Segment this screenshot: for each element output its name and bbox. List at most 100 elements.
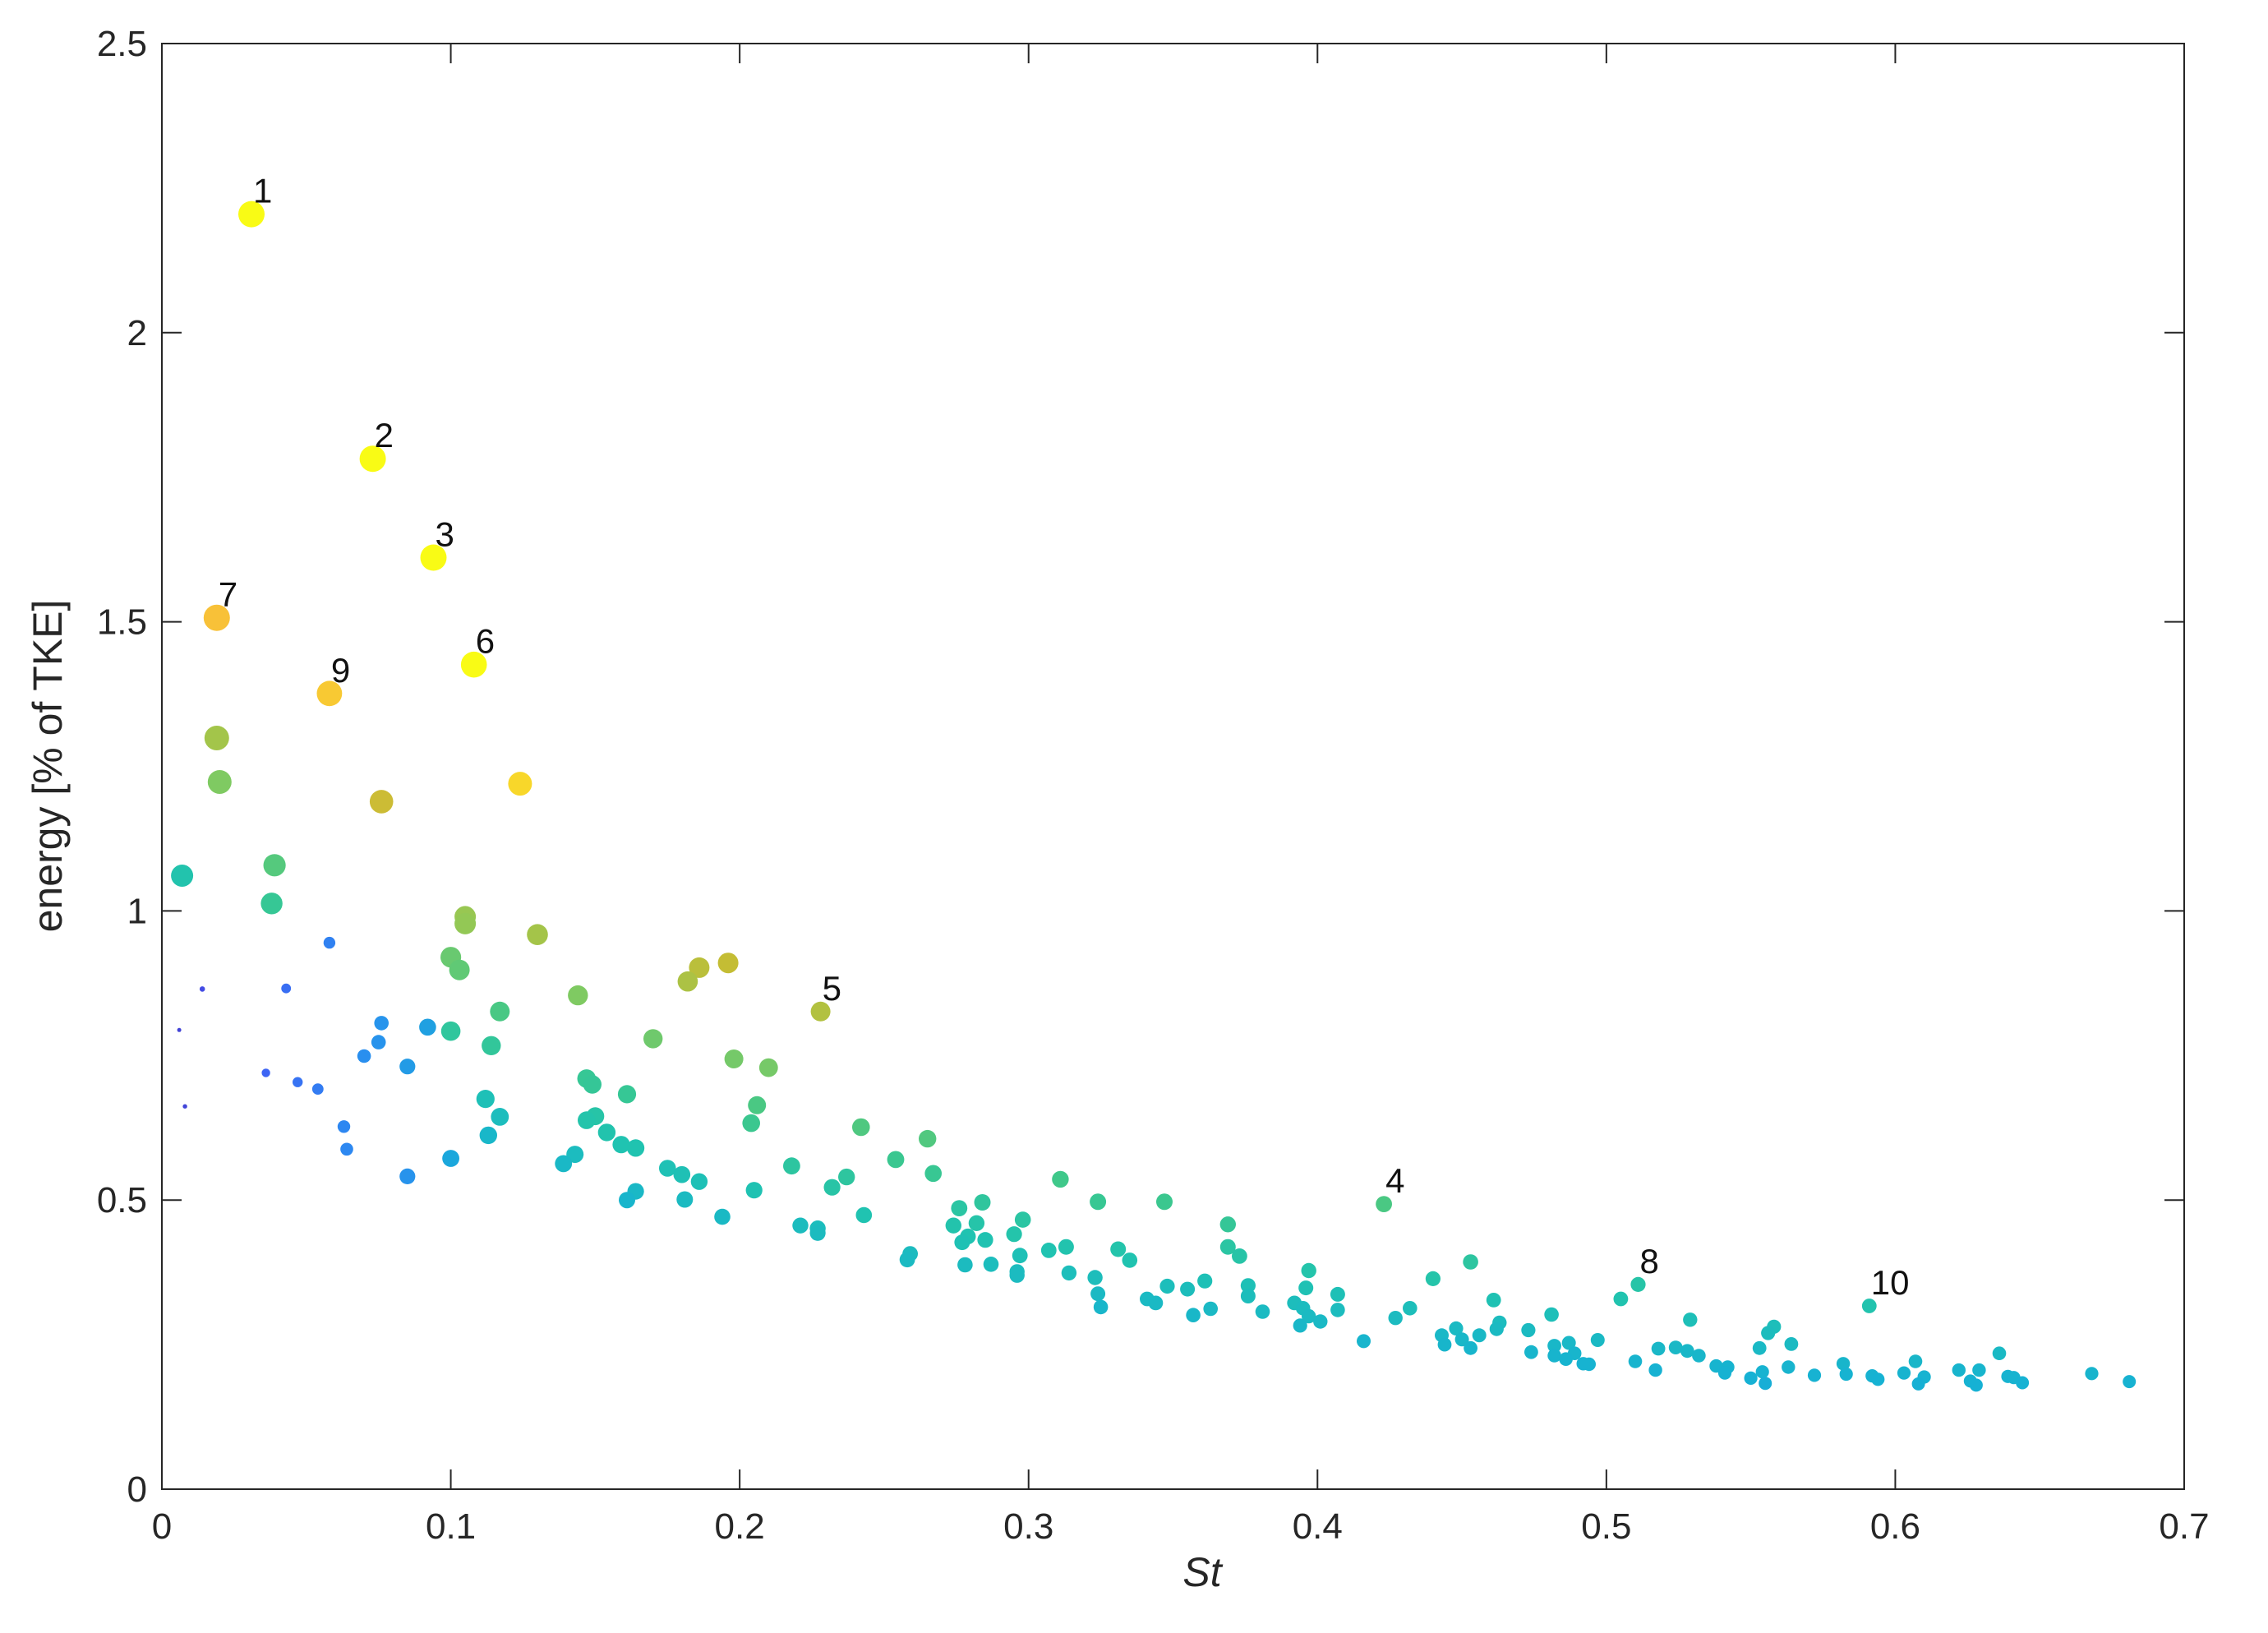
data-point [837, 1168, 855, 1186]
data-point [1680, 1344, 1694, 1359]
x-tick-label: 0 [152, 1506, 172, 1547]
data-point [1180, 1281, 1196, 1297]
data-point [1313, 1314, 1328, 1329]
data-point [1464, 1340, 1477, 1355]
data-point [1197, 1273, 1213, 1289]
point-label-7: 7 [219, 575, 237, 614]
data-point [1521, 1322, 1536, 1338]
data-point [1463, 1254, 1478, 1270]
data-point [1544, 1307, 1559, 1322]
x-tick-label: 0.5 [1581, 1506, 1631, 1547]
data-point [919, 1129, 937, 1148]
data-point [690, 1173, 708, 1190]
x-tick-label: 0.4 [1293, 1506, 1343, 1547]
y-tick-label: 1 [127, 891, 147, 931]
data-point [968, 1215, 985, 1232]
data-point [460, 651, 487, 678]
data-point [1403, 1301, 1418, 1316]
data-point [619, 1192, 635, 1209]
data-point [954, 1234, 970, 1251]
data-point [1156, 1193, 1173, 1211]
data-point [1219, 1239, 1236, 1255]
data-point [371, 1035, 386, 1049]
data-point [482, 1036, 501, 1056]
data-point [717, 953, 739, 974]
y-tick-label: 0 [127, 1469, 147, 1510]
data-point [1952, 1363, 1966, 1377]
data-point [1717, 1366, 1732, 1380]
y-axis-label: energy [% of TKE] [25, 600, 71, 933]
point-label-3: 3 [436, 515, 454, 554]
data-point [1547, 1339, 1561, 1353]
data-point [597, 1123, 616, 1142]
data-point [783, 1157, 800, 1175]
data-point [419, 1018, 436, 1036]
data-point [899, 1252, 915, 1268]
x-axis-ticks: 0 0.1 0.2 0.3 0.4 0.5 0.6 0.7 [152, 44, 2210, 1547]
data-point [957, 1257, 973, 1273]
data-point [823, 1179, 841, 1196]
data-point [612, 1136, 630, 1154]
data-point [442, 1150, 459, 1167]
data-point [359, 445, 386, 473]
data-point [1110, 1241, 1127, 1257]
data-point [1376, 1196, 1392, 1212]
data-point [1911, 1377, 1925, 1391]
data-point [479, 1126, 497, 1145]
data-point [1969, 1378, 1983, 1392]
data-point [1087, 1270, 1103, 1285]
data-point [399, 1059, 416, 1075]
data-point [1219, 1216, 1237, 1233]
data-point [627, 1139, 645, 1157]
point-label-4: 4 [1385, 1161, 1404, 1200]
data-point [924, 1165, 942, 1183]
data-point [742, 1114, 760, 1132]
data-point [238, 201, 265, 228]
data-point [809, 1225, 826, 1241]
data-point [454, 912, 477, 934]
data-point [1388, 1311, 1403, 1326]
data-point [340, 1142, 353, 1156]
data-point [1009, 1267, 1025, 1283]
data-point [974, 1194, 991, 1211]
data-point [171, 865, 194, 887]
data-point [1122, 1252, 1138, 1268]
data-point [1425, 1271, 1441, 1286]
data-point [643, 1029, 663, 1049]
data-point [1524, 1345, 1538, 1359]
y-tick-label: 0.5 [97, 1180, 147, 1220]
data-point [1330, 1303, 1345, 1317]
data-point [758, 1058, 778, 1077]
data-point [1012, 1248, 1028, 1264]
data-point [1293, 1318, 1307, 1333]
data-point [420, 544, 447, 571]
data-point [1897, 1366, 1911, 1380]
data-point [1836, 1357, 1851, 1371]
data-point [199, 986, 205, 992]
data-point [1014, 1211, 1031, 1228]
point-label-10: 10 [1871, 1263, 1910, 1302]
data-point [1454, 1332, 1469, 1347]
data-point [1240, 1289, 1256, 1303]
data-point [1668, 1340, 1683, 1354]
x-tick-label: 0.1 [426, 1506, 476, 1547]
data-point [281, 983, 292, 994]
data-point [1692, 1349, 1706, 1363]
data-point [1357, 1334, 1371, 1349]
data-point [1090, 1193, 1107, 1211]
data-point [676, 1191, 694, 1208]
data-point [1301, 1262, 1316, 1279]
x-tick-label: 0.6 [1870, 1506, 1920, 1547]
data-point [724, 1049, 744, 1068]
data-point [1298, 1280, 1314, 1296]
data-point [748, 1096, 767, 1114]
data-point [1871, 1372, 1885, 1386]
data-point [374, 1016, 390, 1031]
plot-area-background [162, 44, 2184, 1489]
data-point [1561, 1335, 1576, 1350]
data-point [1752, 1340, 1767, 1355]
data-point [1472, 1328, 1487, 1343]
data-point [2085, 1367, 2099, 1381]
point-label-1: 1 [253, 172, 272, 210]
data-point [566, 1146, 584, 1164]
